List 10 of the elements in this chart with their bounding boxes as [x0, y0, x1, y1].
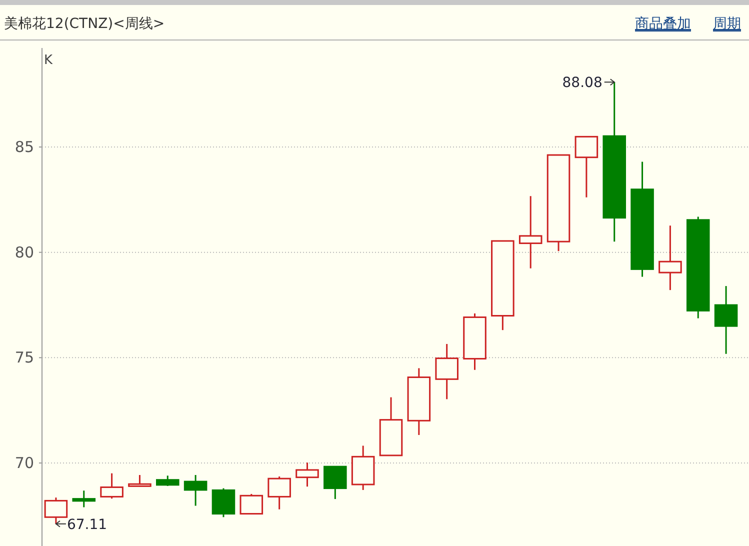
- ytick: 85: [14, 138, 34, 156]
- annotation: 88.08: [562, 75, 602, 92]
- ytick: 80: [14, 243, 34, 262]
- ytick: 70: [14, 454, 34, 472]
- ylabel: K: [44, 53, 53, 68]
- ytick: 75: [14, 348, 34, 367]
- control: 商品叠加: [635, 16, 691, 32]
- annotation: 67.11: [66, 516, 108, 533]
- title: 美棉花12(CTNZ)<周线>: [4, 16, 165, 32]
- control: 周期: [713, 16, 741, 32]
